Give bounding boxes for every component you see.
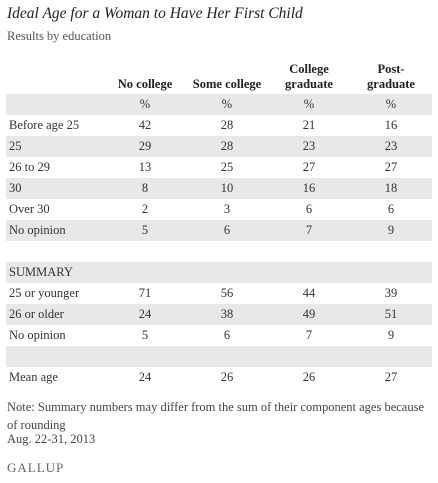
spacer-row (6, 241, 432, 262)
value-cell: 25 (220, 160, 234, 174)
value-cell: 16 (268, 178, 350, 199)
value-cell: 3 (223, 202, 231, 216)
cell (268, 262, 350, 283)
value-cell: 23 (268, 136, 350, 157)
column-header: College graduate (285, 62, 333, 91)
cell (6, 241, 432, 262)
date: Aug. 22-31, 2013 (7, 432, 96, 446)
value-cell: 38 (186, 304, 268, 325)
value-cell: 2 (141, 202, 149, 216)
value-cell: 10 (186, 178, 268, 199)
value-cell: 6 (223, 328, 231, 342)
table-row: No opinion 5 6 7 9 (6, 325, 432, 346)
logo: GALLUP (7, 460, 65, 475)
value-cell: 24 (104, 304, 186, 325)
value-cell: 6 (305, 202, 313, 216)
value-cell: 16 (384, 118, 398, 132)
cell (104, 262, 186, 283)
units-row: %%%% (6, 94, 432, 115)
column-header: Post-graduate (367, 62, 415, 91)
table-row: Mean age 24 26 26 27 (6, 367, 432, 388)
column-header: Some college (192, 77, 262, 91)
value-cell: 8 (104, 178, 186, 199)
value-cell: 9 (350, 220, 432, 241)
value-cell: 6 (186, 220, 268, 241)
value-cell: 26 (302, 370, 316, 384)
row-label: No opinion (9, 328, 66, 342)
row-label: 26 or older (6, 304, 104, 325)
table-row: 30 8 10 16 18 (6, 178, 432, 199)
unit-cell: % (104, 94, 186, 115)
row-label: 30 (6, 178, 104, 199)
table-row: No opinion 5 6 7 9 (6, 220, 432, 241)
value-cell: 9 (387, 328, 395, 342)
spacer-row (6, 346, 432, 367)
value-cell: 26 (220, 370, 234, 384)
value-cell: 42 (138, 118, 152, 132)
note: Note: Summary numbers may differ from th… (7, 400, 425, 432)
value-cell: 24 (138, 370, 152, 384)
cell (186, 262, 268, 283)
row-label: No opinion (6, 220, 104, 241)
value-cell: 13 (138, 160, 152, 174)
table-row: 26 or older 24 38 49 51 (6, 304, 432, 325)
value-cell: 5 (104, 220, 186, 241)
value-cell: 27 (384, 370, 398, 384)
cell (6, 94, 104, 115)
value-cell: 5 (141, 328, 149, 342)
row-label: Before age 25 (9, 118, 80, 132)
table-row: Before age 25 42 28 21 16 (6, 115, 432, 136)
subtitle: Results by education (7, 29, 112, 43)
value-cell: 56 (220, 286, 234, 300)
cell (6, 346, 432, 367)
header-cell (6, 56, 104, 94)
value-cell: 51 (350, 304, 432, 325)
value-cell: 23 (350, 136, 432, 157)
row-label: 26 to 29 (9, 160, 50, 174)
value-cell: 28 (220, 118, 234, 132)
section-title: SUMMARY (6, 262, 104, 283)
value-cell: 27 (384, 160, 398, 174)
value-cell: 21 (302, 118, 316, 132)
table-row: 25 29 28 23 23 (6, 136, 432, 157)
table-row: 25 or younger 71 56 44 39 (6, 283, 432, 304)
value-cell: 39 (384, 286, 398, 300)
value-cell: 7 (305, 328, 313, 342)
title: Ideal Age for a Woman to Have Her First … (7, 5, 303, 22)
value-cell: 28 (186, 136, 268, 157)
unit-cell: % (350, 94, 432, 115)
value-cell: 27 (302, 160, 316, 174)
table-row: 26 to 29 13 25 27 27 (6, 157, 432, 178)
value-cell: 71 (138, 286, 152, 300)
unit-cell: % (186, 94, 268, 115)
header-row: No college Some college College graduate Po… (6, 56, 432, 94)
cell (350, 262, 432, 283)
section-title-row: SUMMARY (6, 262, 432, 283)
value-cell: 6 (387, 202, 395, 216)
table-row: Over 30 2 3 6 6 (6, 199, 432, 220)
row-label: 25 (6, 136, 104, 157)
row-label: Mean age (9, 370, 58, 384)
value-cell: 7 (268, 220, 350, 241)
value-cell: 49 (268, 304, 350, 325)
unit-cell: % (268, 94, 350, 115)
value-cell: 18 (350, 178, 432, 199)
row-label: Over 30 (9, 202, 50, 216)
column-header: No college (117, 77, 173, 91)
row-label: 25 or younger (9, 286, 80, 300)
table: No college Some college College graduate Po… (6, 56, 432, 388)
value-cell: 29 (104, 136, 186, 157)
value-cell: 44 (302, 286, 316, 300)
